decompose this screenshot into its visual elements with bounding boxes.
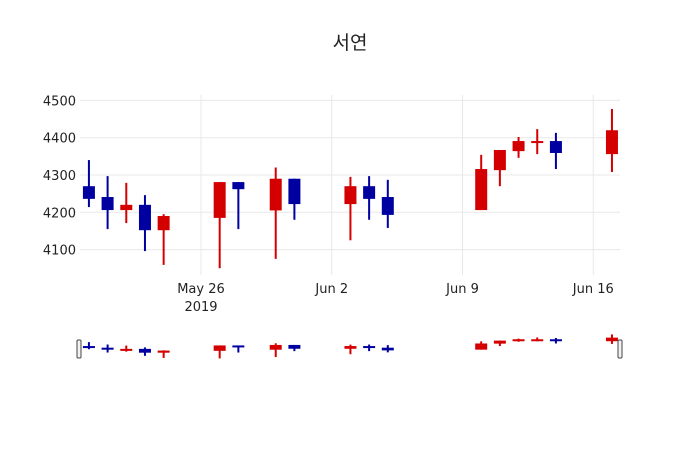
x-tick-label: May 26 xyxy=(177,282,225,297)
candle[interactable] xyxy=(232,182,245,230)
mini-candle xyxy=(157,350,170,358)
mini-candle xyxy=(344,344,357,355)
y-tick-label: 4200 xyxy=(43,206,76,221)
candle-body xyxy=(475,169,488,211)
candle[interactable] xyxy=(363,176,376,220)
mini-candle xyxy=(82,342,95,350)
mini-candle xyxy=(213,345,226,359)
candle-body xyxy=(381,197,394,215)
candle-body xyxy=(605,130,618,155)
x-axis: May 26 2019 Jun 2 Jun 9 Jun 16 xyxy=(177,282,614,315)
mini-candle xyxy=(363,344,376,352)
range-slider-left-handle[interactable] xyxy=(76,339,82,359)
mini-candle xyxy=(531,337,544,342)
candle-body xyxy=(213,182,226,218)
x-tick-label: Jun 9 xyxy=(445,282,479,297)
candle-body xyxy=(101,197,114,211)
mini-candle xyxy=(120,345,133,352)
mini-candle xyxy=(512,338,525,342)
candle-body xyxy=(344,186,357,205)
candle[interactable] xyxy=(82,160,95,208)
candle[interactable] xyxy=(101,176,114,230)
x-tick-year: 2019 xyxy=(184,300,217,315)
mini-candle xyxy=(138,347,151,356)
candle-body xyxy=(138,204,151,231)
y-tick-label: 4500 xyxy=(43,94,76,109)
candle[interactable] xyxy=(512,136,525,158)
mini-candle xyxy=(381,345,394,353)
candle[interactable] xyxy=(381,179,394,228)
mini-candle xyxy=(549,338,562,344)
candle[interactable] xyxy=(288,178,301,220)
candle[interactable] xyxy=(493,150,506,187)
candle-body xyxy=(232,182,245,190)
y-tick-label: 4300 xyxy=(43,169,76,184)
y-axis: 4100 4200 4300 4400 4500 xyxy=(43,94,76,258)
candle[interactable] xyxy=(157,214,170,265)
candle-body xyxy=(269,178,282,211)
candle[interactable] xyxy=(605,108,618,173)
range-slider-right-handle[interactable] xyxy=(617,339,623,359)
range-slider[interactable] xyxy=(76,334,623,359)
candle-body xyxy=(512,141,525,152)
candle-body xyxy=(531,141,544,144)
candle-body xyxy=(157,216,170,231)
candle-body xyxy=(549,141,562,153)
mini-candle xyxy=(605,334,618,344)
x-tick-label: Jun 2 xyxy=(314,282,348,297)
candle[interactable] xyxy=(549,132,562,170)
y-tick-label: 4100 xyxy=(43,244,76,259)
candle[interactable] xyxy=(344,176,357,241)
chart-title: 서연 xyxy=(332,32,368,54)
mini-candle xyxy=(475,341,488,350)
candle[interactable] xyxy=(138,195,151,252)
candle[interactable] xyxy=(531,129,544,155)
mini-candle xyxy=(493,340,506,347)
candle[interactable] xyxy=(475,154,488,211)
mini-candle xyxy=(288,344,301,352)
candle-body xyxy=(288,178,301,205)
x-tick-label: Jun 16 xyxy=(572,282,614,297)
candle[interactable] xyxy=(120,182,133,224)
candle-body xyxy=(493,150,506,171)
candle[interactable] xyxy=(269,167,282,259)
y-tick-label: 4400 xyxy=(43,132,76,147)
candle-body xyxy=(363,186,376,199)
mini-candle xyxy=(101,344,114,353)
candle-body xyxy=(120,204,133,211)
candles[interactable] xyxy=(82,108,618,269)
mini-candle xyxy=(232,345,245,353)
candle[interactable] xyxy=(213,182,226,269)
candle-body xyxy=(82,186,95,199)
mini-candle xyxy=(269,343,282,358)
